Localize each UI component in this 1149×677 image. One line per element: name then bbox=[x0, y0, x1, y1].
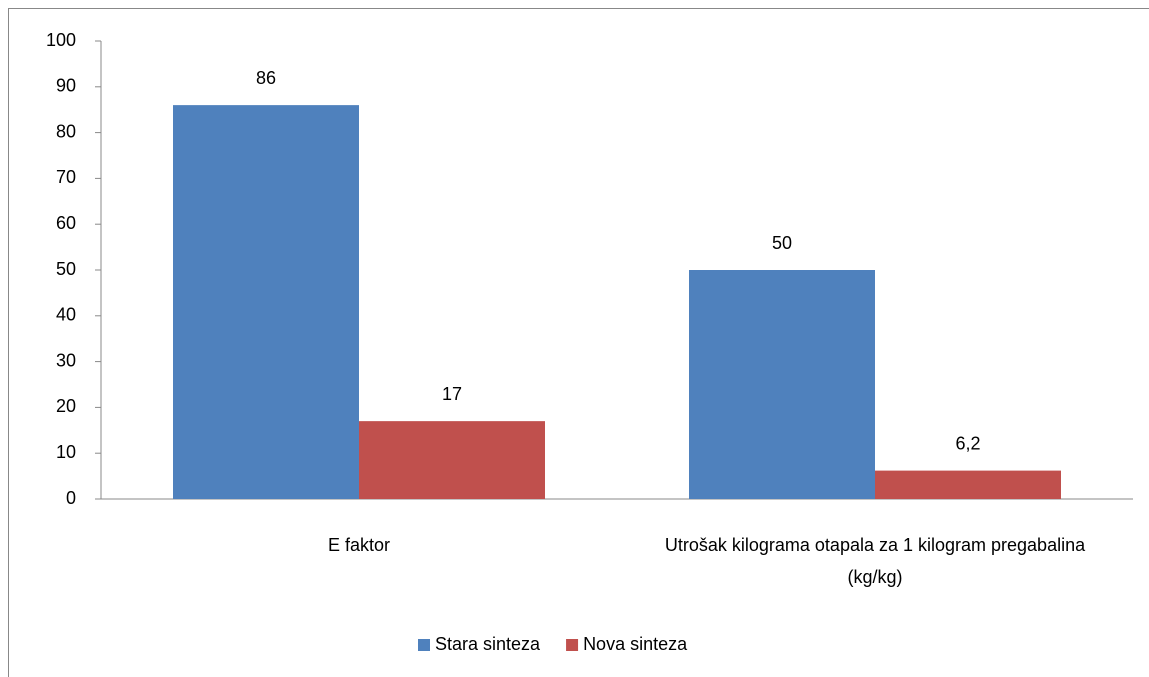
data-label: 6,2 bbox=[955, 433, 980, 453]
data-label: 17 bbox=[442, 384, 462, 404]
y-tick-label: 70 bbox=[56, 167, 76, 187]
y-tick-label: 40 bbox=[56, 305, 76, 325]
bar bbox=[689, 270, 875, 499]
y-tick-label: 20 bbox=[56, 396, 76, 416]
legend-swatch bbox=[418, 639, 430, 651]
x-tick-label: Utrošak kilograma otapala za 1 kilogram … bbox=[664, 535, 1086, 587]
data-label: 86 bbox=[256, 68, 276, 88]
y-tick-label: 60 bbox=[56, 213, 76, 233]
y-tick-label: 50 bbox=[56, 259, 76, 279]
legend-swatch bbox=[566, 639, 579, 651]
bar bbox=[875, 470, 1061, 499]
bar bbox=[359, 421, 545, 499]
y-tick-label: 0 bbox=[66, 488, 76, 508]
y-tick-label: 30 bbox=[56, 350, 76, 370]
bar bbox=[173, 105, 359, 500]
y-tick-label: 10 bbox=[56, 442, 76, 462]
legend-label: Stara sinteza bbox=[435, 634, 541, 654]
y-tick-label: 90 bbox=[56, 76, 76, 96]
y-tick-label: 80 bbox=[56, 121, 76, 141]
data-label: 50 bbox=[772, 233, 792, 253]
x-tick-label: E faktor bbox=[327, 535, 391, 555]
y-tick-label: 100 bbox=[46, 30, 76, 50]
legend-label: Nova sinteza bbox=[583, 634, 688, 654]
